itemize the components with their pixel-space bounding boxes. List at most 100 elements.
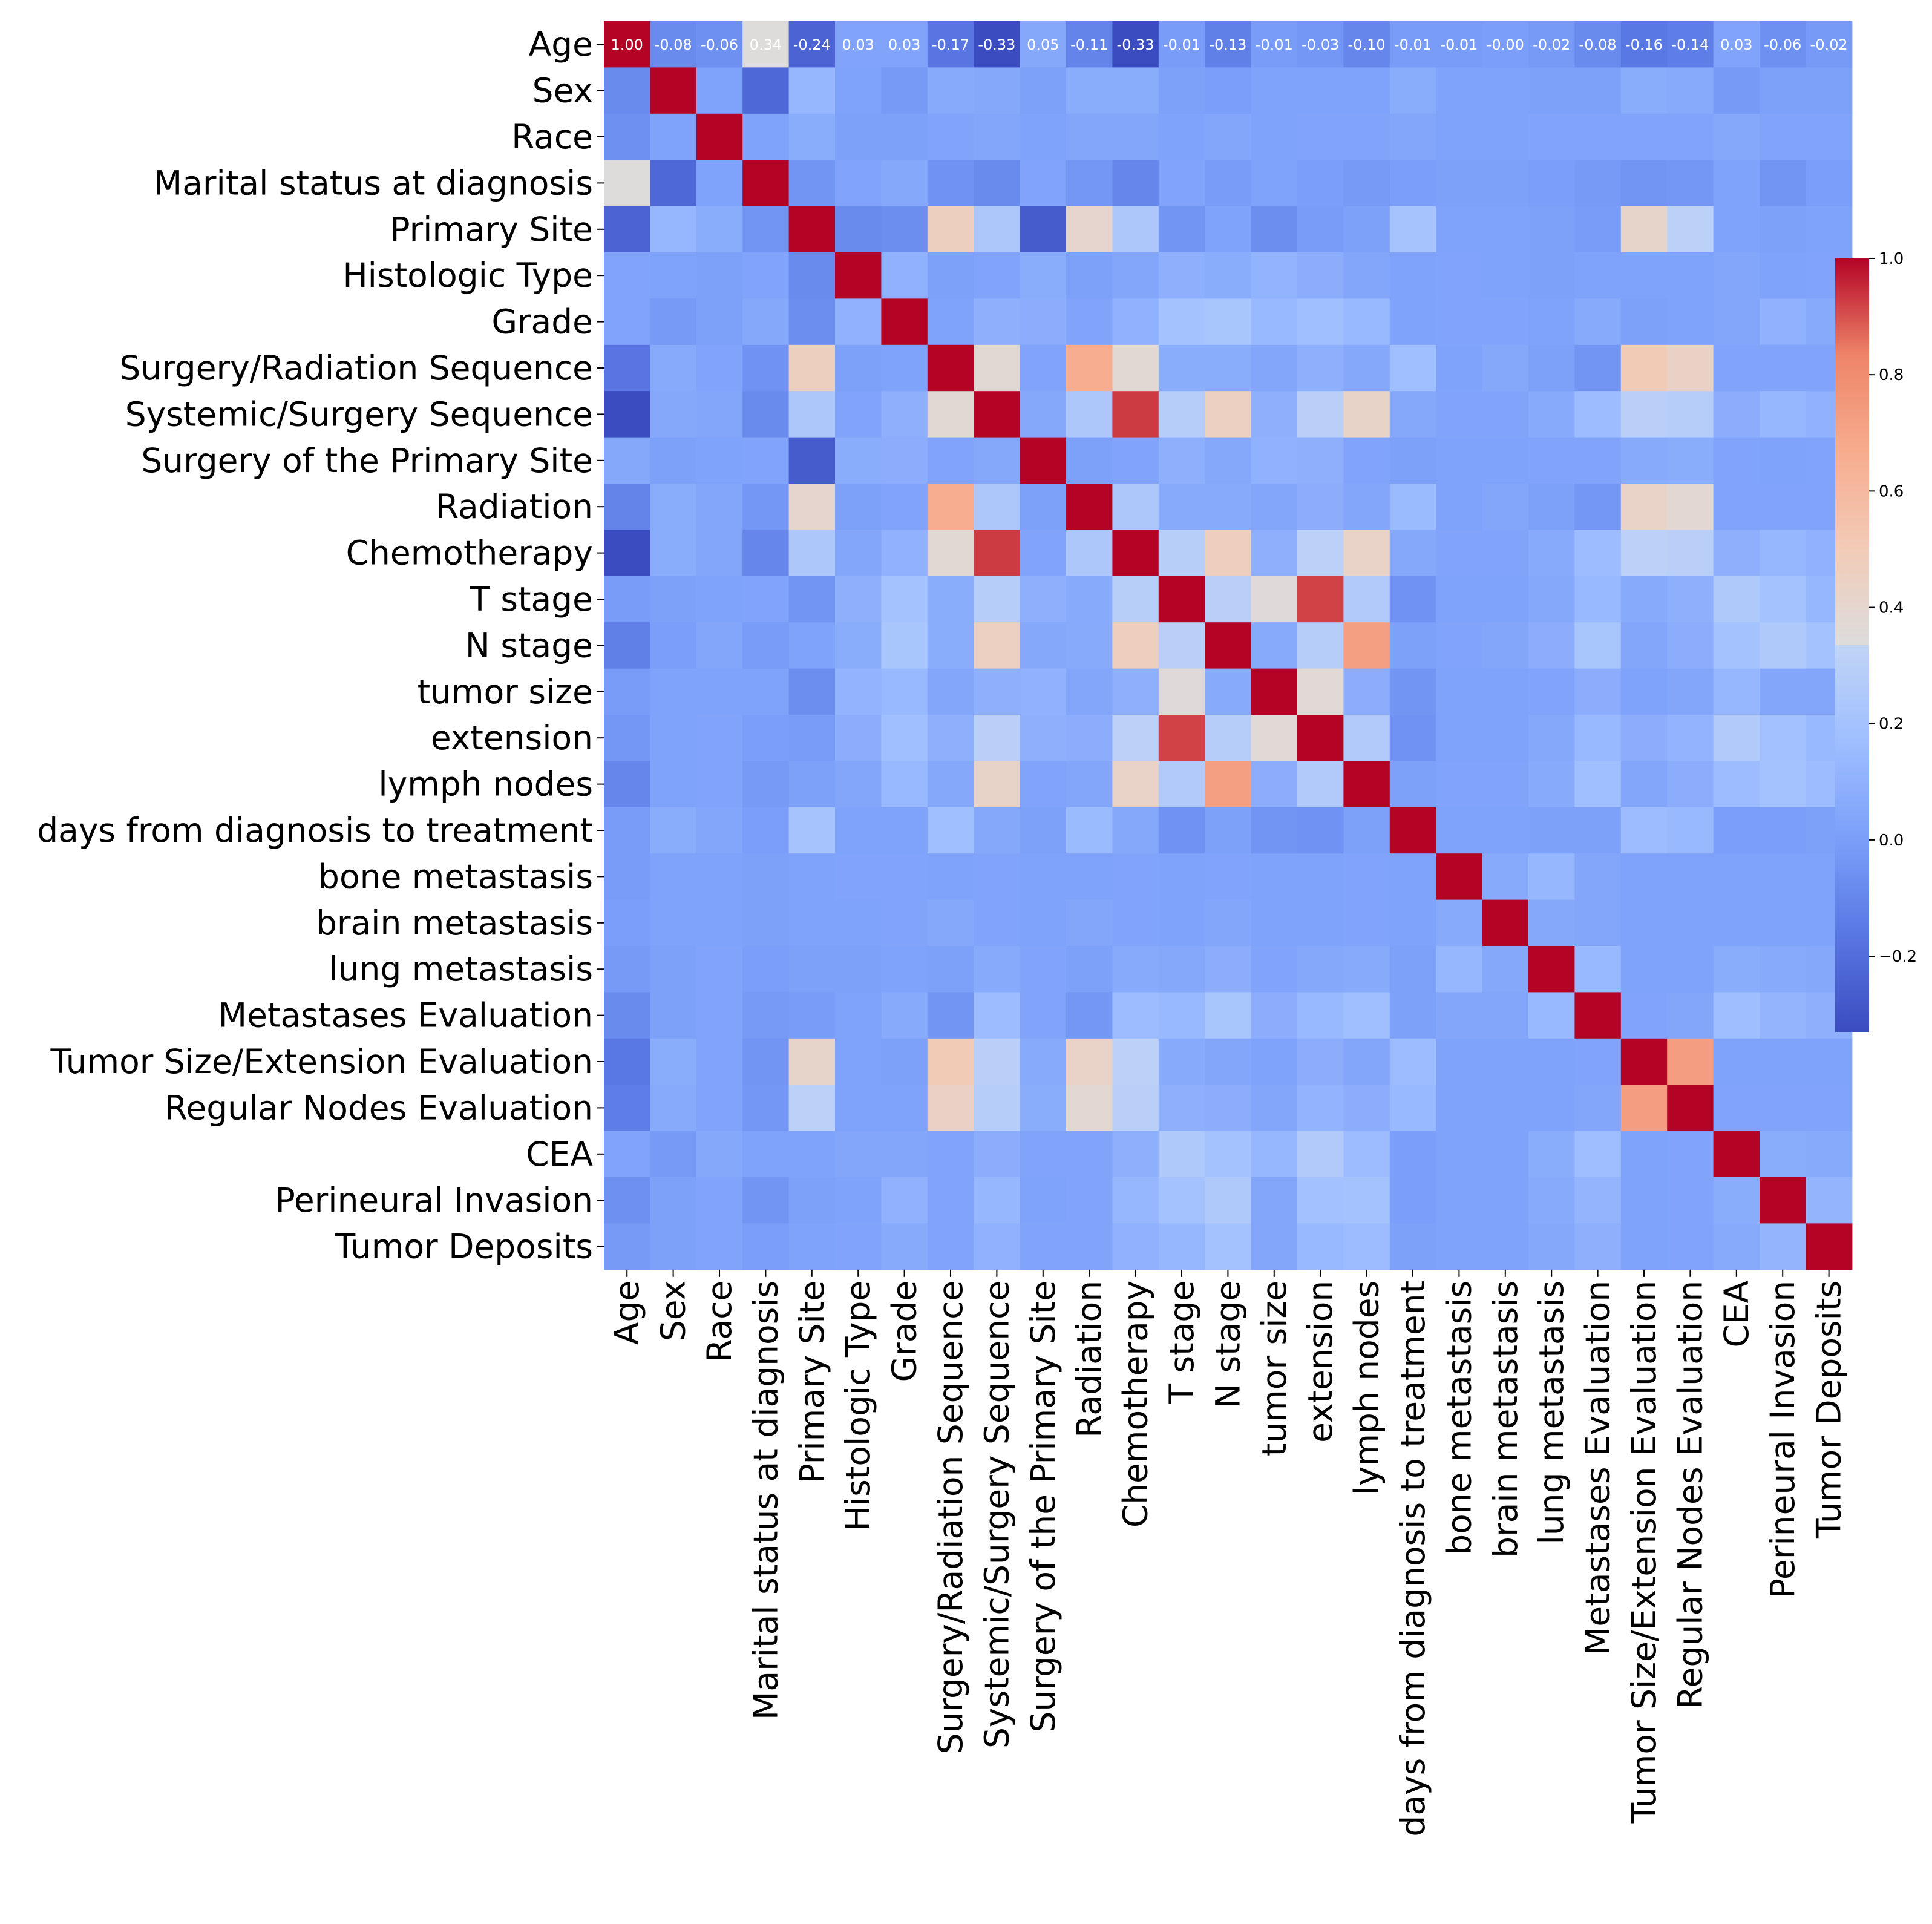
heatmap-cell <box>835 252 882 299</box>
heatmap-cell <box>696 252 743 299</box>
heatmap-cell <box>1667 992 1714 1039</box>
heatmap-cell <box>1112 437 1159 484</box>
heatmap-cell <box>1482 160 1529 207</box>
heatmap-cell <box>1297 761 1344 808</box>
heatmap-cell <box>1760 530 1806 577</box>
heatmap-cell <box>1066 853 1113 901</box>
heatmap-cell <box>1343 1131 1390 1178</box>
heatmap-cell <box>1343 715 1390 761</box>
heatmap-cell <box>1205 668 1252 715</box>
x-tick-label: Perineural Invasion <box>1763 1281 1802 1598</box>
heatmap-cell <box>835 160 882 207</box>
heatmap-cell <box>881 160 928 207</box>
heatmap-cell <box>696 298 743 346</box>
heatmap-cell <box>881 1177 928 1224</box>
heatmap-cell <box>1066 807 1113 854</box>
heatmap-cell <box>1667 1177 1714 1224</box>
heatmap-cell <box>1112 344 1159 392</box>
heatmap-cell <box>1528 715 1575 761</box>
cell-value-label: 0.34 <box>750 36 782 53</box>
heatmap-cell <box>742 1223 790 1270</box>
colorbar-tick-label: 1.0 <box>1879 250 1904 268</box>
cell-value-label: -0.08 <box>1579 36 1617 53</box>
heatmap-cell <box>1620 67 1668 114</box>
heatmap-cell <box>1482 437 1529 484</box>
heatmap-cell <box>1574 21 1622 68</box>
heatmap-cell <box>927 853 974 901</box>
heatmap-cell <box>742 298 790 346</box>
heatmap-cell <box>1667 344 1714 392</box>
heatmap-cell <box>1713 807 1760 854</box>
x-tick-label: Sex <box>654 1281 693 1341</box>
x-tick-label: Surgery/Radiation Sequence <box>931 1281 970 1755</box>
heatmap-cell <box>788 807 836 854</box>
heatmap-cell <box>974 391 1021 438</box>
heatmap-cell <box>604 344 650 392</box>
heatmap-cell <box>835 992 882 1039</box>
heatmap-cell <box>1574 899 1622 947</box>
heatmap-cell <box>1066 484 1113 530</box>
heatmap-cell <box>1205 853 1252 901</box>
heatmap-cell <box>1020 1085 1067 1132</box>
heatmap-cell <box>788 899 836 947</box>
heatmap-cell <box>1158 807 1205 854</box>
y-tick-label: lymph nodes <box>378 765 593 804</box>
heatmap-cell <box>1760 622 1806 669</box>
x-tick-label: days from diagnosis to treatment <box>1393 1281 1432 1837</box>
heatmap-cell <box>1205 21 1252 68</box>
heatmap-cell <box>1066 622 1113 669</box>
cell-value-label: -0.13 <box>1209 36 1246 53</box>
cell-value-label: 1.00 <box>611 36 643 53</box>
heatmap-cell <box>927 530 974 577</box>
heatmap-cell <box>835 21 882 68</box>
heatmap-cell <box>604 715 650 761</box>
heatmap-cell <box>1020 67 1067 114</box>
heatmap-cell <box>927 113 974 160</box>
heatmap-cell <box>1343 1223 1390 1270</box>
heatmap-cell <box>881 668 928 715</box>
heatmap-cell <box>742 21 790 68</box>
heatmap-cell <box>1158 761 1205 808</box>
heatmap-cell <box>1436 946 1483 993</box>
heatmap-cell <box>1020 391 1067 438</box>
heatmap-cell <box>742 1131 790 1178</box>
heatmap-cell <box>1020 160 1067 207</box>
heatmap-cell <box>1806 206 1853 253</box>
heatmap-cell <box>1297 484 1344 530</box>
heatmap-cell <box>1297 252 1344 299</box>
y-tick-label: N stage <box>465 626 593 665</box>
heatmap-cell <box>1667 206 1714 253</box>
heatmap-cell <box>1112 1131 1159 1178</box>
heatmap-cell <box>974 622 1021 669</box>
heatmap-cell <box>1436 484 1483 530</box>
x-tick-label: Regular Nodes Evaluation <box>1671 1281 1709 1709</box>
heatmap-cell <box>696 67 743 114</box>
heatmap-cell <box>1667 530 1714 577</box>
heatmap-cell <box>1436 1223 1483 1270</box>
heatmap-cell <box>1482 21 1529 68</box>
heatmap-cell <box>742 67 790 114</box>
heatmap-cell <box>927 807 974 854</box>
heatmap-cell <box>1343 21 1390 68</box>
heatmap-cell <box>650 344 697 392</box>
heatmap-cell <box>881 853 928 901</box>
heatmap-cell <box>788 715 836 761</box>
y-tick-label: Metastases Evaluation <box>218 996 593 1035</box>
heatmap-cell <box>696 1223 743 1270</box>
heatmap-cell <box>1620 391 1668 438</box>
heatmap-cell <box>881 391 928 438</box>
cell-value-label: -0.03 <box>1302 36 1339 53</box>
heatmap-cell <box>881 1223 928 1270</box>
heatmap-cell <box>650 992 697 1039</box>
heatmap-cell <box>1713 206 1760 253</box>
heatmap-cell <box>1482 1177 1529 1224</box>
x-tick-label: bone metastasis <box>1439 1281 1478 1555</box>
cell-value-label: 0.05 <box>1027 36 1059 53</box>
heatmap-cell <box>881 715 928 761</box>
heatmap-cell <box>788 1177 836 1224</box>
cell-value-label: -0.06 <box>1764 36 1801 53</box>
heatmap-cell <box>1343 1038 1390 1085</box>
heatmap-cell <box>604 484 650 530</box>
heatmap-cell <box>1806 1085 1853 1132</box>
heatmap-cell <box>974 992 1021 1039</box>
